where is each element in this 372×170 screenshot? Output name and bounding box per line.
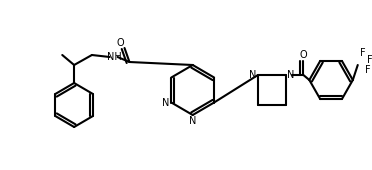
- Text: F: F: [360, 48, 366, 58]
- Text: F: F: [367, 55, 372, 65]
- Text: N: N: [189, 116, 196, 126]
- Text: N: N: [249, 70, 257, 80]
- Text: NH: NH: [107, 52, 122, 62]
- Text: N: N: [287, 70, 294, 80]
- Text: O: O: [299, 50, 307, 60]
- Text: N: N: [162, 98, 169, 107]
- Text: O: O: [117, 38, 124, 48]
- Text: F: F: [365, 65, 371, 75]
